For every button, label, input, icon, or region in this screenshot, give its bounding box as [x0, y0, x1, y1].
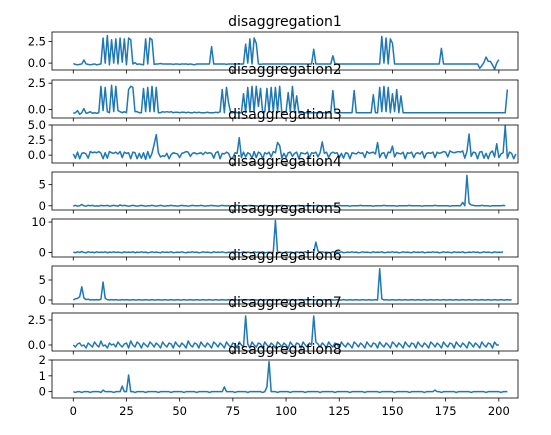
axes-frame-2 [51, 79, 519, 119]
x-tick-label-8: 175 [435, 404, 457, 418]
subplot-stack: 0.02.5disaggregation10.02.5disaggregatio… [28, 14, 519, 418]
y-tick-label-8-3: 2 [39, 353, 46, 367]
y-tick-label-5-2: 10 [31, 215, 46, 229]
series-line-7-1 [72, 315, 499, 349]
y-tick-label-6-2: 5 [39, 273, 46, 287]
axes-frame-7 [51, 312, 519, 352]
series-line-8-1 [73, 360, 508, 394]
y-tick-label-3-3: 5.0 [28, 118, 46, 132]
subplot-title-2: disaggregation2 [228, 62, 342, 78]
subplot-title-4: disaggregation4 [228, 154, 342, 170]
axes-frame-8 [51, 359, 519, 399]
y-tick-label-8-1: 0 [39, 385, 46, 399]
x-tick-label-7: 150 [381, 404, 403, 418]
x-axis-labels: 0 25 50 75 100 125 150 175 200 [70, 404, 510, 418]
x-tick-label-3: 50 [172, 404, 187, 418]
subplot-1: 0.0 2.5 disaggregation1 [28, 14, 519, 74]
subplot-title-5: disaggregation5 [228, 201, 342, 217]
x-tick-label-6: 125 [328, 404, 350, 418]
y-tick-label-3-2: 2.5 [28, 133, 46, 147]
subplot-4: 0 5 disaggregation4 [39, 154, 519, 214]
axes-frame-6 [51, 265, 519, 305]
subplot-6: 0 5 disaggregation6 [39, 248, 519, 308]
subplot-7: 0.0 2.5 disaggregation7 [28, 295, 519, 355]
series-line-4-1 [73, 174, 506, 207]
y-tick-label-2-2: 2.5 [28, 76, 46, 90]
subplot-title-1: disaggregation1 [228, 14, 342, 30]
axes-frame-5 [51, 218, 519, 258]
series-line-1-1 [72, 34, 500, 70]
series-line-5-1 [73, 219, 504, 254]
axes-frame-4 [51, 171, 519, 211]
series-line-2-1 [73, 84, 509, 116]
y-tick-label-7-1: 0.0 [28, 338, 46, 352]
x-tick-label-2: 25 [119, 404, 134, 418]
y-tick-label-8-2: 1 [39, 369, 46, 383]
axes-frame-3 [51, 124, 519, 164]
subplot-8: 0 1 2 disaggregation8 [39, 342, 519, 402]
y-tick-label-1-1: 0.0 [28, 56, 46, 70]
axes-frame-1 [51, 31, 519, 71]
subplot-2: 0.0 2.5 disaggregation2 [28, 62, 519, 122]
y-tick-label-7-2: 2.5 [28, 313, 46, 327]
subplot-5: 0 10 disaggregation5 [31, 201, 519, 261]
subplot-title-7: disaggregation7 [228, 295, 342, 311]
y-tick-label-6-1: 0 [39, 293, 46, 307]
y-tick-label-2-1: 0.0 [28, 103, 46, 117]
y-tick-label-1-2: 2.5 [28, 35, 46, 49]
x-tick-label-9: 200 [488, 404, 510, 418]
y-tick-label-4-1: 0 [39, 199, 46, 213]
series-line-3-1 [72, 124, 517, 161]
x-tick-label-1: 0 [70, 404, 77, 418]
y-tick-label-5-1: 0 [39, 245, 46, 259]
x-tick-label-5: 100 [275, 404, 297, 418]
y-tick-label-3-1: 0.0 [28, 148, 46, 162]
subplot-3: 0.02.55.0 disaggregation3 [28, 107, 519, 167]
y-tick-label-4-2: 5 [39, 178, 46, 192]
subplot-title-8: disaggregation8 [228, 342, 342, 358]
x-tick-label-4: 75 [226, 404, 241, 418]
series-line-6-1 [72, 268, 512, 301]
subplot-title-6: disaggregation6 [228, 248, 342, 264]
subplot-title-3: disaggregation3 [228, 107, 342, 123]
